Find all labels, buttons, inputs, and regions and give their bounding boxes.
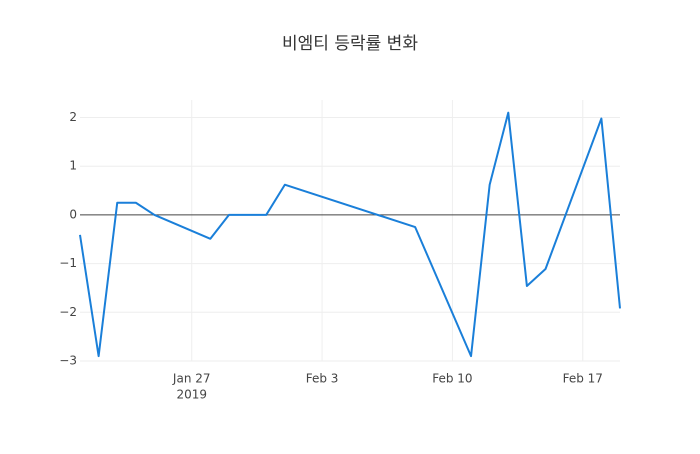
x-tick-label: Jan 27 (172, 372, 211, 386)
chart-title: 비엠티 등락률 변화 (282, 34, 418, 54)
y-tick-label: −3 (59, 354, 77, 368)
y-tick-label: 2 (69, 110, 77, 124)
line-series (79, 111, 621, 358)
x-tick-label: Feb 17 (563, 372, 603, 386)
x-tick-sublabel: 2019 (176, 388, 207, 402)
y-tick-label: 0 (69, 207, 77, 221)
y-tick-label: −2 (59, 305, 77, 319)
x-tick-label: Feb 10 (432, 372, 472, 386)
x-tick-label: Feb 3 (306, 372, 339, 386)
y-tick-label: 1 (69, 159, 77, 173)
y-tick-label: −1 (59, 256, 77, 270)
